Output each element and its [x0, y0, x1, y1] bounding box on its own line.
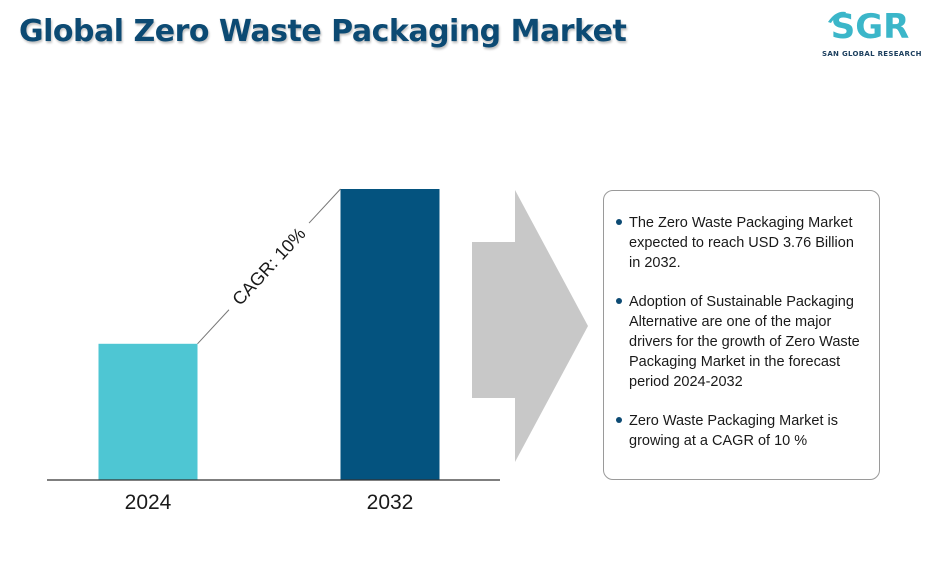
x-tick-labels: 2024 2032	[125, 491, 414, 514]
logo-text: SGR	[831, 7, 910, 46]
logo-subtitle: SAN GLOBAL RESEARCH	[822, 50, 922, 58]
cagr-annotation: CAGR: 10%	[228, 224, 309, 310]
sgr-logo: SGR SAN GLOBAL RESEARCH	[818, 6, 922, 58]
info-box: The Zero Waste Packaging Market expected…	[603, 190, 880, 480]
info-item-text: Adoption of Sustainable Packaging Altern…	[629, 294, 860, 390]
info-list: The Zero Waste Packaging Market expected…	[604, 191, 879, 451]
page-title: Global Zero Waste Packaging Market	[19, 14, 627, 49]
info-item: Adoption of Sustainable Packaging Altern…	[616, 292, 869, 392]
cagr-connector-upper	[308, 188, 341, 224]
bullet-icon	[616, 298, 622, 304]
arrow-shape	[472, 190, 588, 462]
info-item: The Zero Waste Packaging Market expected…	[616, 213, 869, 273]
info-item: Zero Waste Packaging Market is growing a…	[616, 411, 869, 451]
bar-chart: 2024 2032 CAGR: 10%	[47, 188, 588, 514]
bullet-icon	[616, 417, 622, 423]
cagr-connector-lower	[197, 309, 230, 345]
bar-2032	[340, 189, 440, 480]
sgr-logo-mark: SGR	[828, 7, 910, 46]
bars	[98, 189, 440, 480]
info-item-text: Zero Waste Packaging Market is growing a…	[629, 413, 838, 449]
bar-2024	[98, 343, 198, 480]
x-tick-label: 2032	[367, 491, 414, 514]
bullet-icon	[616, 219, 622, 225]
x-tick-label: 2024	[125, 491, 172, 514]
info-item-text: The Zero Waste Packaging Market expected…	[629, 215, 854, 271]
